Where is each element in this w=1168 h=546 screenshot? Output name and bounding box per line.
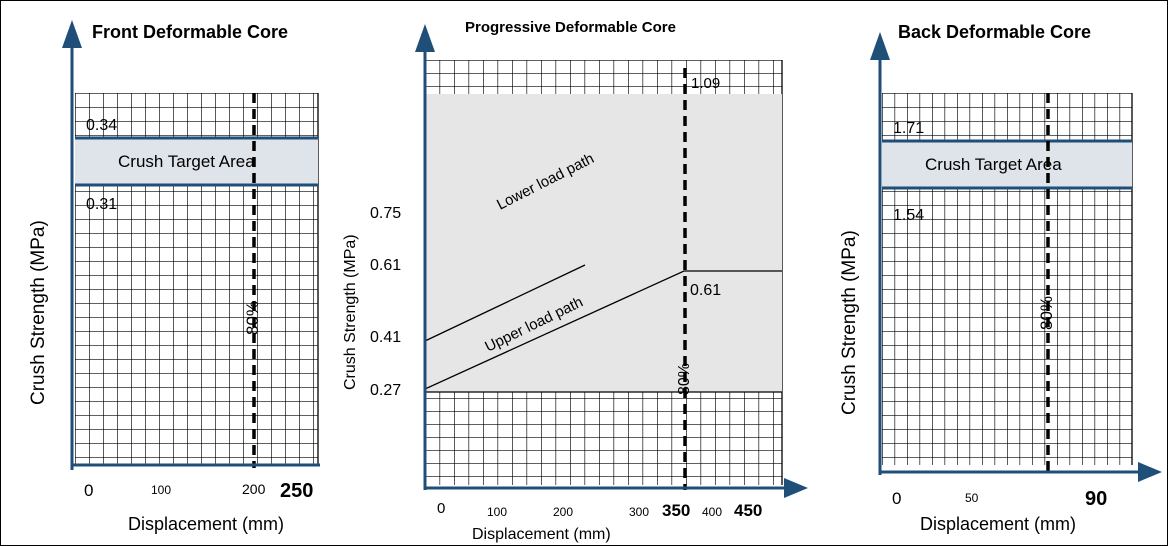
progressive-x-tick-3: 300 bbox=[629, 505, 649, 519]
front-x-tick-0: 0 bbox=[84, 481, 93, 500]
back-y-label: Crush Strength (MPa) bbox=[839, 230, 860, 415]
front-y-arrow bbox=[62, 20, 82, 48]
front-band-label: Crush Target Area bbox=[118, 152, 255, 171]
back-x-label: Displacement (mm) bbox=[920, 514, 1076, 534]
back-panel: Back Deformable Core Crush Target Area 1… bbox=[839, 22, 1162, 534]
back-upper-value: 1.71 bbox=[893, 120, 924, 137]
front-80pct-label: 80% bbox=[243, 301, 262, 335]
progressive-x-tick-2: 200 bbox=[553, 505, 573, 519]
back-target-band bbox=[882, 141, 1132, 188]
front-target-band bbox=[75, 138, 318, 185]
progressive-y-arrow bbox=[415, 24, 435, 52]
progressive-right-value: 0.61 bbox=[690, 282, 721, 299]
progressive-title: Progressive Deformable Core bbox=[465, 19, 676, 36]
back-band-label: Crush Target Area bbox=[925, 155, 1062, 174]
upper-load-path-line bbox=[424, 270, 782, 390]
front-x-tick-2: 200 bbox=[242, 481, 266, 497]
front-title: Front Deformable Core bbox=[92, 22, 288, 42]
back-x-arrow bbox=[1138, 462, 1162, 482]
front-y-label: Crush Strength (MPa) bbox=[28, 220, 49, 405]
lower-load-path-line bbox=[424, 264, 586, 342]
progressive-y-tick-1: 0.61 bbox=[370, 257, 401, 274]
front-x-label: Displacement (mm) bbox=[128, 514, 284, 534]
progressive-x-tick-1: 100 bbox=[487, 505, 507, 519]
back-x-tick-1: 50 bbox=[965, 491, 979, 505]
back-y-arrow bbox=[870, 32, 890, 60]
back-x-tick-0: 0 bbox=[892, 489, 901, 508]
progressive-x-label: Displacement (mm) bbox=[472, 526, 611, 543]
progressive-y-label: Crush Strength (MPa) bbox=[342, 234, 359, 390]
back-x-tick-2: 90 bbox=[1085, 488, 1107, 510]
progressive-80pct-label: 80% bbox=[676, 363, 693, 395]
front-x-tick-3: 250 bbox=[280, 480, 313, 502]
progressive-x-arrow bbox=[784, 478, 808, 498]
front-panel: Front Deformable Core Crush Target Area … bbox=[28, 20, 320, 534]
progressive-x-tick-0: 0 bbox=[437, 500, 445, 517]
back-lower-value: 1.54 bbox=[893, 207, 924, 224]
progressive-load-region bbox=[425, 94, 782, 392]
progressive-x-tick-4: 350 bbox=[662, 501, 690, 520]
front-x-tick-1: 100 bbox=[151, 483, 171, 497]
progressive-x-tick-6: 450 bbox=[734, 501, 762, 520]
progressive-top-value: 1.09 bbox=[691, 75, 720, 92]
progressive-y-tick-0: 0.75 bbox=[370, 205, 401, 222]
back-title: Back Deformable Core bbox=[898, 22, 1091, 42]
front-upper-value: 0.34 bbox=[86, 117, 117, 134]
back-80pct-label: 80% bbox=[1037, 296, 1056, 330]
progressive-x-tick-5: 400 bbox=[702, 505, 722, 519]
progressive-y-tick-3: 0.27 bbox=[370, 382, 401, 399]
front-lower-value: 0.31 bbox=[86, 196, 117, 213]
progressive-y-tick-2: 0.41 bbox=[370, 329, 401, 346]
progressive-panel: Progressive Deformable Core Lower load p… bbox=[342, 19, 808, 543]
